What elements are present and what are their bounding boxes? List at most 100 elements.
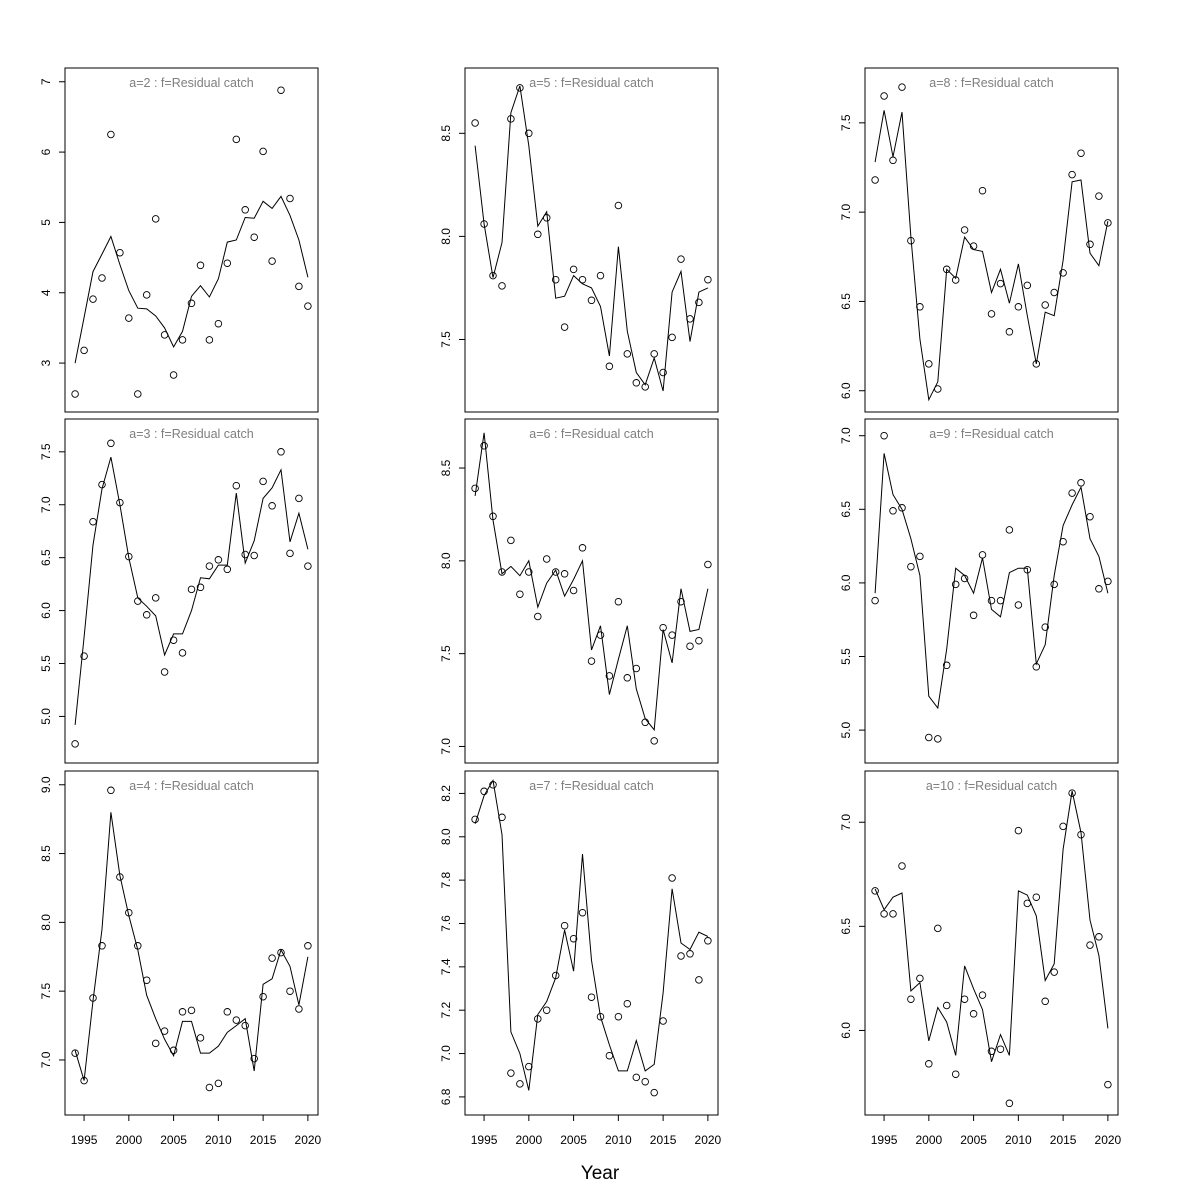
observed-point <box>277 86 285 94</box>
observed-point <box>142 976 151 984</box>
panel-frame <box>64 770 319 1116</box>
x-tick-label: 1995 <box>71 1133 98 1147</box>
y-tick-label: 7.0 <box>39 496 53 513</box>
observed-point <box>1068 789 1076 797</box>
observed-point <box>107 786 115 795</box>
y-tick-label: 7 <box>39 78 53 85</box>
observed-point <box>695 636 703 645</box>
y-tick-label: 6.0 <box>839 574 853 591</box>
observed-point <box>996 279 1005 288</box>
observed-point <box>516 1080 524 1088</box>
observed-point <box>277 948 285 957</box>
fitted-line <box>74 456 309 725</box>
panel-frame <box>464 770 719 1116</box>
y-tick-label: 7.5 <box>39 982 53 999</box>
observed-point <box>205 336 214 344</box>
panel-title: a=6 : f=Residual catch <box>529 427 653 441</box>
observed-point <box>560 921 569 930</box>
observed-point <box>951 276 960 284</box>
observed-point <box>295 282 303 291</box>
observed-point <box>525 1062 533 1071</box>
y-tick-label: 5.5 <box>839 648 853 665</box>
observed-point <box>898 862 906 870</box>
observed-point <box>1005 1099 1014 1108</box>
y-tick-label: 8.5 <box>439 459 453 476</box>
observed-point <box>677 597 685 606</box>
x-tick-label: 2005 <box>560 1133 587 1147</box>
observed-point <box>942 1001 951 1010</box>
observed-point <box>1059 269 1067 277</box>
observed-point <box>916 974 924 983</box>
observed-point <box>125 314 133 322</box>
observed-point <box>987 596 996 605</box>
observed-point <box>125 908 133 917</box>
observed-point <box>71 740 79 748</box>
y-tick-label: 7.0 <box>839 203 853 220</box>
observed-point <box>969 611 978 620</box>
observed-point <box>623 999 632 1008</box>
observed-point <box>1050 968 1058 976</box>
observed-point <box>160 331 169 339</box>
panel-8: a=7 : f=Residual catch 6.8 7.0 7.2 7.4 7.6 7.8… <box>439 770 722 1147</box>
y-tick-label: 7.5 <box>839 114 853 131</box>
observed-point <box>516 84 524 92</box>
x-tick-label: 2000 <box>115 1133 142 1147</box>
y-tick-label: 7.5 <box>439 331 453 348</box>
observed-point <box>907 995 915 1003</box>
observed-point <box>907 236 915 245</box>
observed-point <box>960 226 969 234</box>
observed-point <box>1104 577 1112 586</box>
observed-point <box>480 220 488 228</box>
observed-point <box>507 1069 515 1077</box>
y-tick-label: 8.0 <box>439 828 453 845</box>
observed-point <box>871 176 879 184</box>
observed-point <box>641 1077 649 1086</box>
observed-point <box>241 550 249 559</box>
observed-point <box>80 652 88 660</box>
observed-point <box>925 1060 933 1068</box>
observed-point <box>471 484 479 493</box>
observed-point <box>151 215 160 223</box>
observed-point <box>686 642 694 650</box>
x-tick-label: 2015 <box>1050 1133 1077 1147</box>
panel-title: a=5 : f=Residual catch <box>529 76 653 90</box>
observed-point <box>178 649 187 657</box>
observed-point <box>587 657 596 665</box>
observed-point <box>142 611 151 619</box>
panel-frame <box>864 67 1119 413</box>
observed-point <box>160 1027 169 1035</box>
observed-point <box>1068 170 1076 179</box>
observed-point <box>489 512 497 521</box>
observed-point <box>259 147 267 156</box>
observed-point <box>196 583 205 592</box>
x-tick-label: 1995 <box>471 1133 498 1147</box>
observed-point <box>605 672 614 680</box>
observed-point <box>1086 240 1094 249</box>
panel-title: a=7 : f=Residual catch <box>529 779 653 793</box>
panel-data <box>71 786 312 1092</box>
observed-point <box>925 733 933 742</box>
observed-point <box>623 674 632 682</box>
y-tick-label: 6.5 <box>839 293 853 310</box>
y-tick-label: 6.5 <box>39 549 53 566</box>
observed-point <box>187 299 196 308</box>
observed-point <box>80 346 88 355</box>
y-axis: 6.0 6.5 7.0 <box>839 814 865 1039</box>
observed-point <box>1077 830 1085 839</box>
observed-point <box>214 556 223 564</box>
y-tick-label: 8.0 <box>439 228 453 245</box>
observed-point <box>1032 663 1041 671</box>
panel-frame <box>464 418 719 764</box>
observed-point <box>704 560 712 569</box>
observed-point <box>259 992 267 1001</box>
observed-point <box>569 265 578 274</box>
observed-point <box>1041 623 1049 631</box>
observed-point <box>295 494 303 503</box>
observed-point <box>659 1017 667 1025</box>
observed-point <box>551 971 560 980</box>
observed-point <box>996 596 1005 605</box>
observed-point <box>1050 580 1058 589</box>
observed-point <box>471 119 479 127</box>
observed-point <box>987 1047 996 1056</box>
observed-point <box>116 498 124 507</box>
